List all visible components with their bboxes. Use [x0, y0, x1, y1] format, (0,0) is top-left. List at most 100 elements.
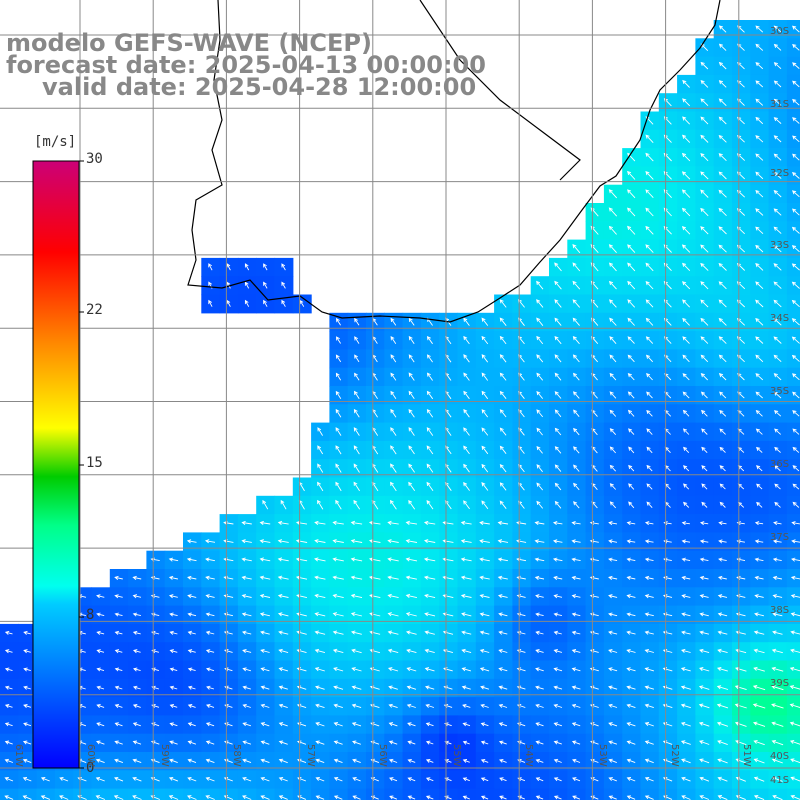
wind-arrow	[132, 795, 142, 800]
wind-arrow	[333, 777, 343, 782]
wind-arrow	[460, 575, 472, 580]
lon-label-52w: 52W	[669, 744, 680, 767]
wind-arrow	[773, 373, 782, 381]
wind-speed-cell	[366, 788, 385, 800]
wind-speed-cell	[786, 715, 800, 735]
wind-arrow	[700, 207, 709, 217]
wind-arrow	[755, 171, 764, 180]
wind-arrow	[389, 499, 397, 510]
wind-arrow	[408, 372, 415, 381]
wind-arrow	[644, 722, 654, 727]
wind-arrow	[259, 575, 271, 580]
wind-arrow	[260, 722, 270, 727]
wind-arrow	[755, 62, 764, 70]
wind-arrow	[752, 721, 766, 727]
wind-arrow	[353, 481, 360, 492]
wind-arrow	[753, 648, 765, 654]
wind-arrow	[114, 612, 123, 617]
wind-arrow	[700, 61, 709, 70]
wind-arrow	[718, 80, 727, 88]
wind-arrow	[187, 575, 197, 580]
wind-arrow	[260, 685, 270, 690]
wind-arrow	[350, 539, 363, 544]
wind-speed-cell	[786, 56, 800, 76]
wind-arrow	[681, 189, 691, 198]
wind-arrow	[241, 575, 252, 580]
wind-arrow	[463, 427, 470, 436]
wind-arrow	[315, 740, 325, 745]
wind-arrow	[353, 408, 360, 418]
wind-arrow	[718, 299, 727, 308]
wind-arrow	[426, 372, 433, 381]
wind-arrow	[480, 722, 489, 727]
wind-arrow	[96, 685, 105, 690]
wind-arrow	[481, 500, 489, 510]
wind-arrow	[755, 135, 764, 143]
wind-arrow	[314, 612, 326, 617]
wind-arrow	[718, 207, 727, 217]
wind-arrow	[645, 336, 654, 344]
wind-arrow	[644, 521, 654, 526]
wind-arrow	[554, 464, 562, 472]
wind-arrow	[681, 648, 691, 653]
wind-arrow	[771, 721, 784, 727]
wind-arrow	[645, 244, 654, 253]
wind-arrow	[681, 594, 691, 599]
wind-arrow	[718, 354, 727, 363]
wind-arrow	[609, 317, 617, 326]
wind-arrow	[553, 777, 562, 782]
wind-arrow	[682, 336, 690, 344]
wind-arrow	[132, 776, 142, 782]
wind-speed-cell	[475, 788, 495, 800]
wind-arrow	[608, 557, 618, 562]
wind-arrow	[169, 630, 178, 635]
wind-arrow	[168, 776, 179, 782]
wind-arrow	[206, 704, 215, 709]
wind-arrow	[771, 758, 783, 764]
wind-arrow	[426, 354, 433, 363]
wind-arrow	[278, 795, 288, 800]
wind-arrow	[260, 776, 270, 782]
lon-label-55w: 55W	[451, 744, 462, 767]
wind-arrow	[681, 226, 691, 235]
wind-arrow	[499, 795, 507, 800]
wind-arrow	[644, 630, 654, 635]
wind-arrow	[335, 499, 342, 510]
wind-arrow	[481, 427, 489, 436]
wind-arrow	[499, 445, 507, 454]
wind-arrow	[205, 776, 215, 782]
wind-arrow	[554, 280, 562, 290]
wind-arrow	[390, 336, 397, 344]
wind-arrow	[718, 521, 727, 526]
wind-arrow	[734, 666, 747, 672]
wind-arrow	[132, 630, 141, 635]
wind-arrow	[498, 703, 508, 708]
wind-arrow	[609, 483, 617, 490]
wind-arrow	[4, 704, 13, 709]
wind-arrow	[755, 409, 763, 417]
wind-arrow	[718, 539, 727, 544]
wind-arrow	[132, 612, 142, 617]
wind-arrow	[462, 777, 470, 782]
wind-arrow	[187, 758, 197, 764]
wind-arrow	[387, 575, 399, 580]
wind-arrow	[772, 630, 783, 635]
wind-arrow	[463, 445, 470, 455]
wind-arrow	[792, 446, 800, 453]
wind-arrow	[333, 795, 343, 800]
wind-arrow	[405, 557, 418, 562]
wind-arrow	[426, 335, 433, 345]
wind-arrow	[96, 740, 105, 745]
wind-arrow	[609, 336, 617, 344]
wind-arrow	[554, 482, 562, 491]
wind-arrow	[681, 630, 691, 635]
wind-arrow	[790, 648, 800, 653]
wind-arrow	[791, 299, 800, 308]
wind-arrow	[716, 685, 729, 690]
wind-arrow	[753, 776, 765, 782]
wind-arrow	[260, 703, 270, 708]
wind-speed-cell	[786, 788, 800, 800]
wind-arrow	[263, 281, 268, 289]
wind-arrow	[332, 557, 344, 562]
wind-arrow	[627, 336, 635, 344]
